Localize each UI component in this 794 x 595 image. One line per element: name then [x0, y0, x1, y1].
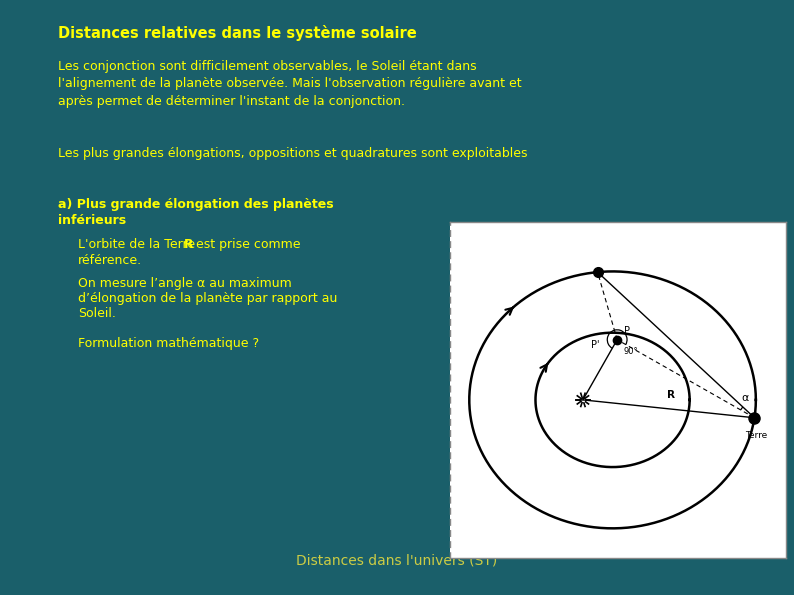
Text: 90°: 90° — [623, 347, 638, 356]
Text: référence.: référence. — [78, 254, 142, 267]
Text: Distances dans l'univers (ST): Distances dans l'univers (ST) — [296, 553, 498, 567]
Text: a) Plus grande élongation des planètes: a) Plus grande élongation des planètes — [58, 198, 333, 211]
Text: Les plus grandes élongations, oppositions et quadratures sont exploitables: Les plus grandes élongations, opposition… — [58, 147, 527, 160]
Text: On mesure l’angle α au maximum: On mesure l’angle α au maximum — [78, 277, 291, 290]
Text: L'orbite de la Terre: L'orbite de la Terre — [78, 238, 199, 251]
Text: α: α — [741, 393, 748, 403]
Text: d’élongation de la planète par rapport au: d’élongation de la planète par rapport a… — [78, 292, 337, 305]
Text: Soleil.: Soleil. — [78, 307, 116, 320]
Text: Les conjonction sont difficilement observables, le Soleil étant dans
l'alignemen: Les conjonction sont difficilement obser… — [58, 60, 522, 108]
Text: P': P' — [592, 340, 599, 350]
Text: Formulation mathématique ?: Formulation mathématique ? — [78, 337, 259, 350]
Text: Distances relatives dans le système solaire: Distances relatives dans le système sola… — [58, 25, 417, 41]
Text: inférieurs: inférieurs — [58, 214, 126, 227]
Text: P: P — [624, 325, 630, 336]
Text: R: R — [667, 390, 675, 400]
Text: est prise comme: est prise comme — [192, 238, 300, 251]
Text: R: R — [184, 238, 194, 251]
Text: Terre: Terre — [746, 431, 768, 440]
